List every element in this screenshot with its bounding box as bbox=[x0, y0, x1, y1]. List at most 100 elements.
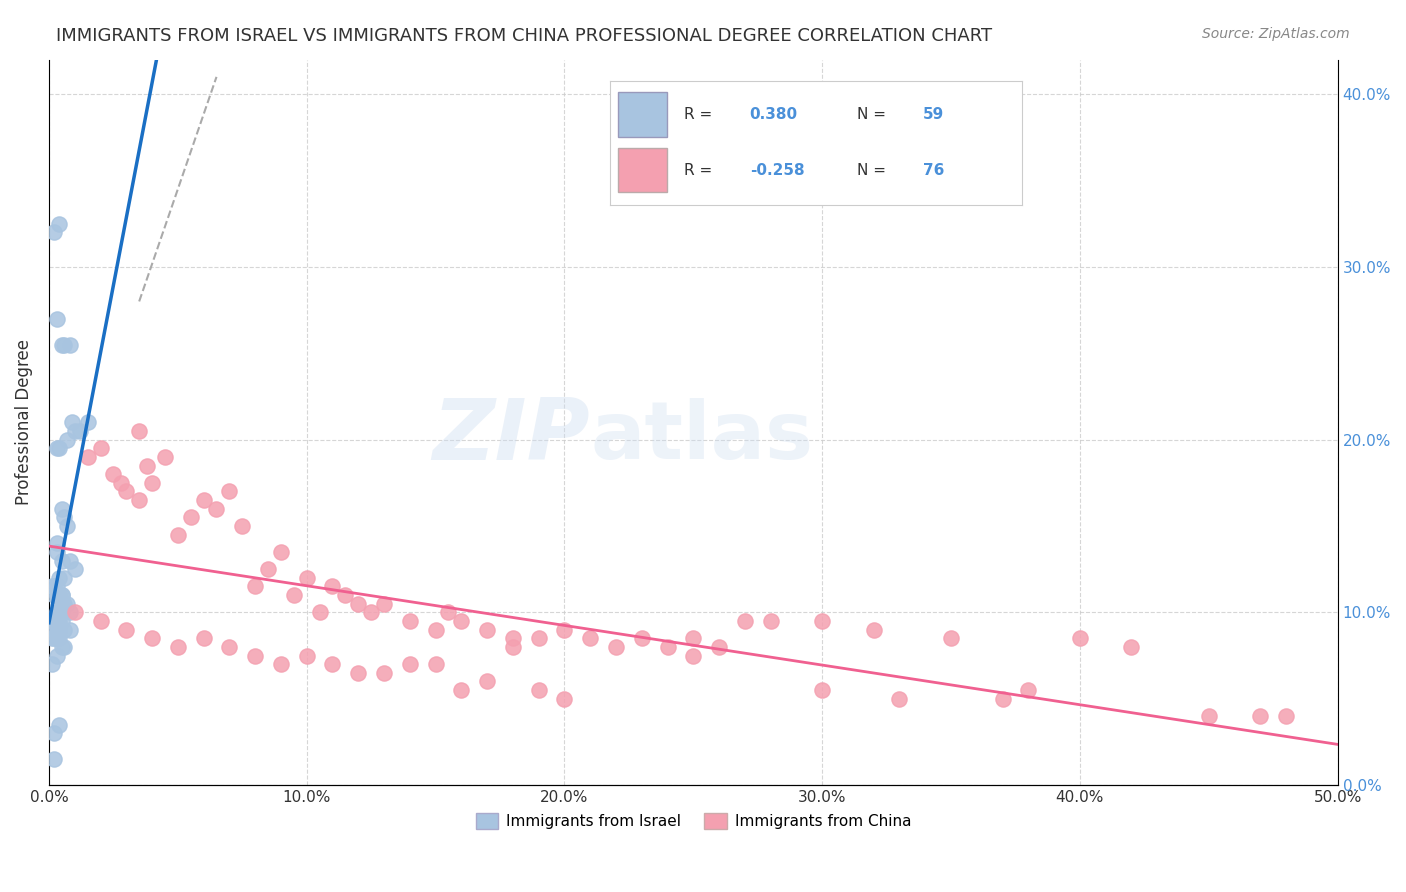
Point bbox=[347, 665, 370, 680]
Point bbox=[205, 501, 228, 516]
Point bbox=[527, 632, 550, 646]
Point bbox=[42, 752, 65, 766]
Point bbox=[41, 579, 63, 593]
Point bbox=[425, 657, 447, 672]
Text: atlas: atlas bbox=[591, 398, 813, 475]
Point bbox=[48, 717, 70, 731]
Point bbox=[450, 614, 472, 628]
Point bbox=[128, 493, 150, 508]
Point bbox=[682, 648, 704, 663]
Point bbox=[321, 657, 343, 672]
Point bbox=[1121, 640, 1143, 654]
Point bbox=[553, 623, 575, 637]
Point bbox=[180, 510, 202, 524]
Point bbox=[398, 657, 420, 672]
Point bbox=[193, 493, 215, 508]
Point bbox=[51, 337, 73, 351]
Point bbox=[63, 605, 86, 619]
Point bbox=[657, 640, 679, 654]
Point bbox=[360, 605, 382, 619]
Point bbox=[347, 597, 370, 611]
Point bbox=[48, 623, 70, 637]
Point bbox=[283, 588, 305, 602]
Point bbox=[579, 632, 602, 646]
Point bbox=[51, 501, 73, 516]
Point bbox=[734, 614, 756, 628]
Point bbox=[53, 510, 76, 524]
Point bbox=[48, 588, 70, 602]
Point bbox=[321, 579, 343, 593]
Point bbox=[605, 640, 627, 654]
Point bbox=[862, 623, 884, 637]
Point bbox=[42, 726, 65, 740]
Point bbox=[51, 588, 73, 602]
Point bbox=[69, 424, 91, 438]
Point bbox=[110, 475, 132, 490]
Point bbox=[51, 605, 73, 619]
Point bbox=[45, 442, 67, 456]
Point bbox=[48, 632, 70, 646]
Point bbox=[1198, 709, 1220, 723]
Point bbox=[425, 623, 447, 637]
Point bbox=[41, 614, 63, 628]
Point bbox=[707, 640, 730, 654]
Point bbox=[48, 442, 70, 456]
Point bbox=[53, 597, 76, 611]
Point bbox=[991, 691, 1014, 706]
Point bbox=[58, 605, 80, 619]
Point bbox=[257, 562, 280, 576]
Point bbox=[939, 632, 962, 646]
Point bbox=[811, 614, 834, 628]
Point bbox=[218, 484, 240, 499]
Point bbox=[295, 648, 318, 663]
Point bbox=[398, 614, 420, 628]
Point bbox=[63, 562, 86, 576]
Point bbox=[41, 632, 63, 646]
Point bbox=[502, 632, 524, 646]
Point bbox=[48, 571, 70, 585]
Point bbox=[56, 597, 79, 611]
Point bbox=[1069, 632, 1091, 646]
Point bbox=[53, 571, 76, 585]
Point bbox=[270, 545, 292, 559]
Point bbox=[58, 337, 80, 351]
Point bbox=[45, 648, 67, 663]
Point bbox=[527, 683, 550, 698]
Point bbox=[437, 605, 460, 619]
Point bbox=[141, 475, 163, 490]
Point bbox=[1275, 709, 1298, 723]
Point bbox=[45, 623, 67, 637]
Point bbox=[811, 683, 834, 698]
Text: ZIP: ZIP bbox=[433, 395, 591, 478]
Point bbox=[270, 657, 292, 672]
Point bbox=[135, 458, 157, 473]
Point bbox=[89, 614, 111, 628]
Text: Source: ZipAtlas.com: Source: ZipAtlas.com bbox=[1202, 27, 1350, 41]
Point bbox=[373, 597, 395, 611]
Point bbox=[42, 632, 65, 646]
Point bbox=[475, 623, 498, 637]
Point bbox=[48, 614, 70, 628]
Point bbox=[243, 648, 266, 663]
Point bbox=[51, 588, 73, 602]
Point bbox=[60, 415, 83, 429]
Point bbox=[1249, 709, 1271, 723]
Point bbox=[51, 553, 73, 567]
Point bbox=[42, 623, 65, 637]
Point bbox=[89, 442, 111, 456]
Point bbox=[553, 691, 575, 706]
Point bbox=[53, 337, 76, 351]
Point bbox=[153, 450, 176, 464]
Point bbox=[42, 588, 65, 602]
Point bbox=[45, 605, 67, 619]
Point bbox=[450, 683, 472, 698]
Legend: Immigrants from Israel, Immigrants from China: Immigrants from Israel, Immigrants from … bbox=[470, 807, 917, 836]
Point bbox=[76, 415, 98, 429]
Point bbox=[1017, 683, 1039, 698]
Point bbox=[48, 605, 70, 619]
Point bbox=[308, 605, 330, 619]
Point bbox=[42, 225, 65, 239]
Point bbox=[53, 640, 76, 654]
Y-axis label: Professional Degree: Professional Degree bbox=[15, 339, 32, 506]
Point bbox=[51, 614, 73, 628]
